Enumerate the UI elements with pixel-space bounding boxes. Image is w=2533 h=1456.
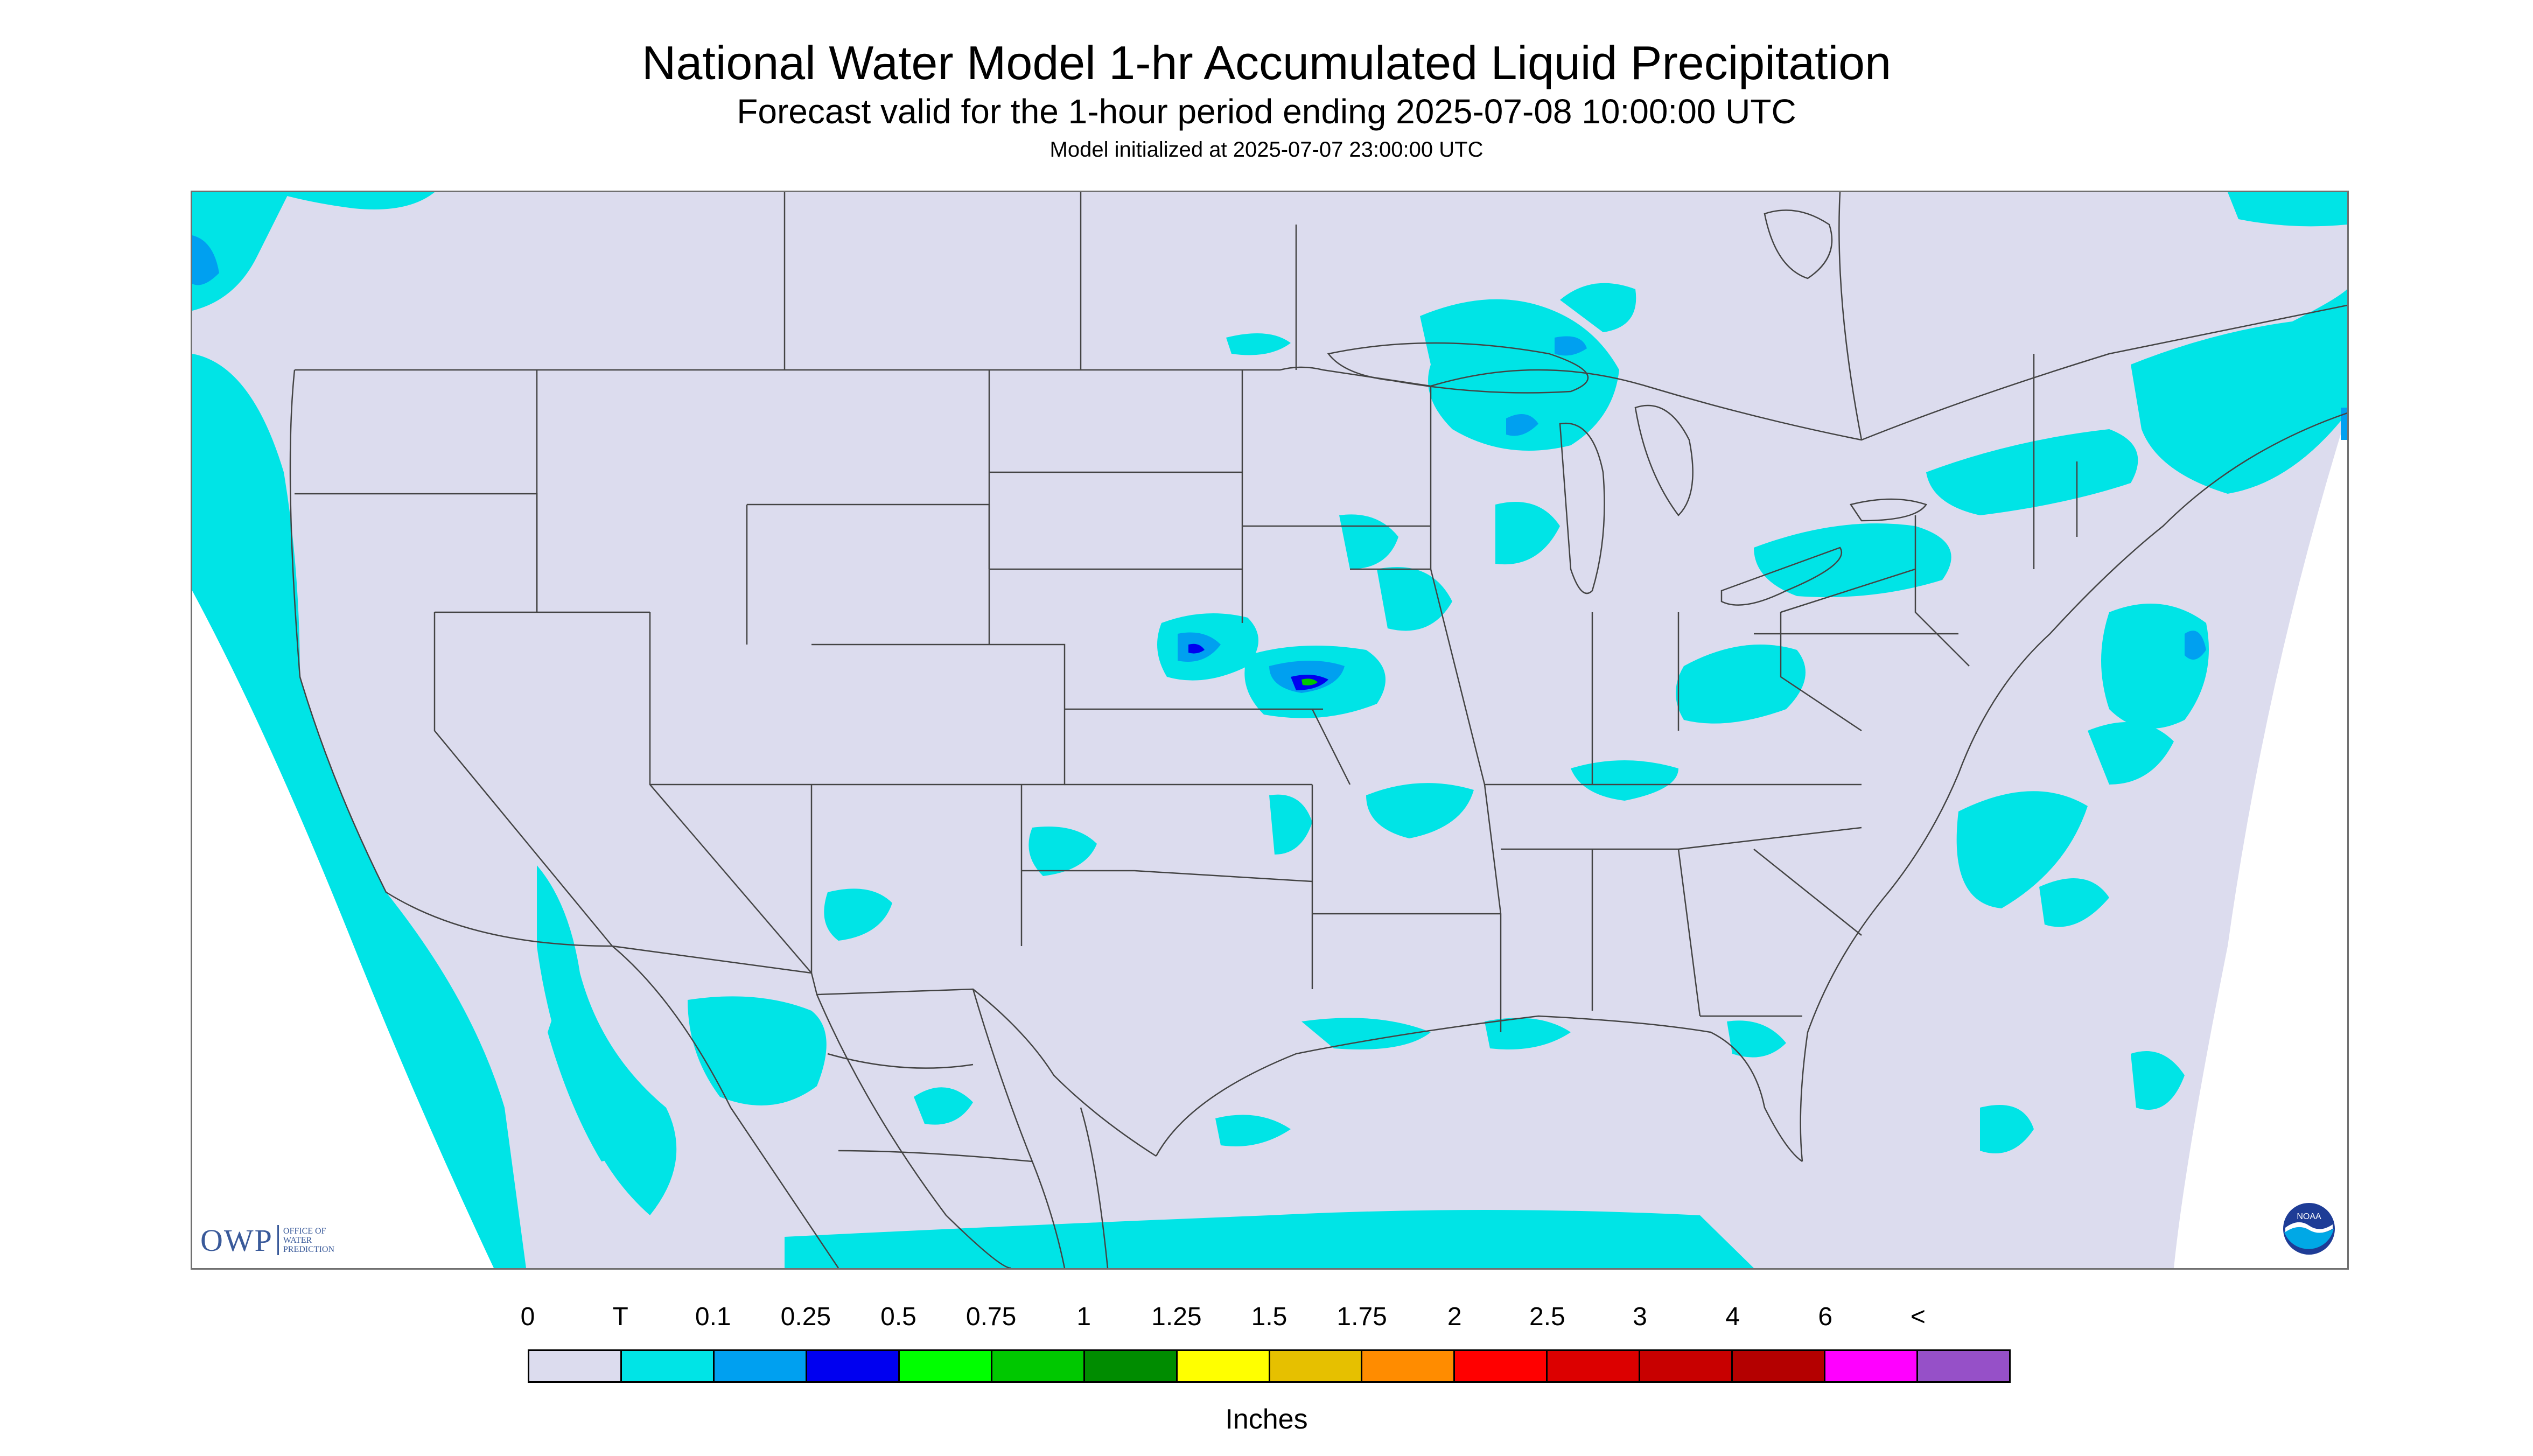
legend-tick-label: 0.1 [695,1303,731,1331]
legend-swatch [1084,1351,1178,1381]
legend-tick-label: 2.5 [1529,1303,1565,1331]
legend-tick-label: T [612,1303,628,1331]
legend-swatch [807,1351,900,1381]
legend-tick-label: 0.75 [965,1303,1017,1331]
legend-tick-label: 1.5 [1251,1303,1288,1331]
legend-tick-label: 6 [1818,1303,1833,1331]
owp-logo-divider [277,1225,279,1255]
legend-swatch [1455,1351,1548,1381]
map-canvas [192,192,2347,1268]
legend-swatch [1270,1351,1363,1381]
owp-logo-line: Water [283,1235,312,1245]
legend-tick-label: 1.25 [1151,1303,1202,1331]
legend-tick-label: 0.25 [780,1303,831,1331]
legend-tick-label: 1.75 [1337,1303,1387,1331]
map-subtitle: Forecast valid for the 1-hour period end… [737,92,1796,131]
model-domain [192,192,2347,1268]
owp-logo: OWP Office of Water Prediction [200,1222,334,1258]
political-boundaries [289,192,2347,1268]
legend-swatch [529,1351,622,1381]
legend-tick-label: < [1910,1303,1926,1331]
legend-swatch [1548,1351,1641,1381]
legend-units-label: Inches [1225,1404,1308,1435]
noaa-logo-gull [2285,1222,2333,1233]
legend-swatch [1177,1351,1270,1381]
legend-tick-labels: 0 T 0.1 0.25 0.5 0.75 1 1.25 1.5 1.75 2 2.5 3 4 6 < [0,1302,2533,1334]
noaa-logo-text: NOAA [2297,1212,2321,1221]
legend-swatch [1362,1351,1456,1381]
legend-swatch [1825,1351,1919,1381]
legend-swatch [621,1351,715,1381]
owp-logo-words: Office of Water Prediction [283,1227,334,1254]
legend-color-bar [528,1349,2011,1383]
legend-swatch [899,1351,992,1381]
legend-tick-label: 0.5 [880,1303,916,1331]
noaa-logo: NOAA [2283,1203,2335,1255]
legend-swatch [1733,1351,1826,1381]
precip-trace-areas [192,192,2347,1268]
legend-tick-label: 4 [1725,1303,1740,1331]
precipitation-map [191,191,2349,1270]
legend-swatch [992,1351,1085,1381]
legend-tick-label: 2 [1447,1303,1462,1331]
map-title: National Water Model 1-hr Accumulated Li… [641,36,1892,89]
legend-swatch [714,1351,807,1381]
owp-logo-line: Office of [283,1226,326,1236]
legend-tick-label: 3 [1633,1303,1647,1331]
legend-swatch [1918,1351,2009,1381]
owp-logo-line: Prediction [283,1244,334,1254]
legend-tick-label: 1 [1076,1303,1091,1331]
noaa-logo-wave [2284,1227,2334,1249]
legend-swatch [1640,1351,1733,1381]
legend-tick-label: 0 [520,1303,535,1331]
model-init-time: Model initialized at 2025-07-07 23:00:00… [1049,138,1484,162]
owp-logo-mark: OWP [200,1222,273,1258]
precip-heavy-areas [1302,678,1318,685]
